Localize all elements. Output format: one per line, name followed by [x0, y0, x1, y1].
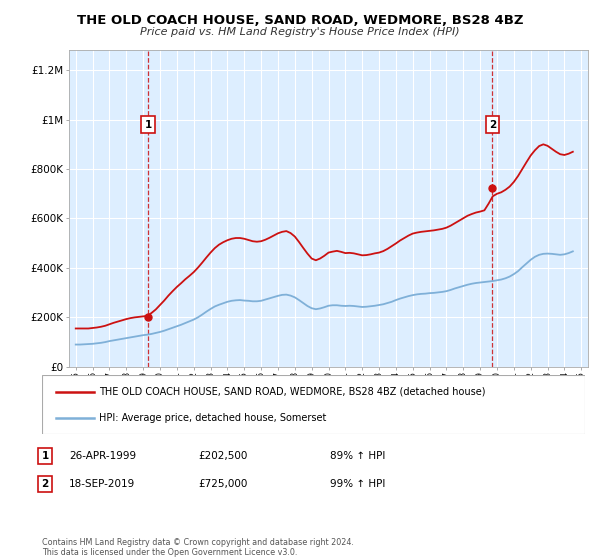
Text: 89% ↑ HPI: 89% ↑ HPI [330, 451, 385, 461]
Text: 2: 2 [488, 119, 496, 129]
Text: Contains HM Land Registry data © Crown copyright and database right 2024.
This d: Contains HM Land Registry data © Crown c… [42, 538, 354, 557]
FancyBboxPatch shape [42, 375, 585, 434]
Text: 2: 2 [41, 479, 49, 489]
Text: THE OLD COACH HOUSE, SAND ROAD, WEDMORE, BS28 4BZ: THE OLD COACH HOUSE, SAND ROAD, WEDMORE,… [77, 14, 523, 27]
Text: 18-SEP-2019: 18-SEP-2019 [69, 479, 135, 489]
Text: Price paid vs. HM Land Registry's House Price Index (HPI): Price paid vs. HM Land Registry's House … [140, 27, 460, 37]
Text: 99% ↑ HPI: 99% ↑ HPI [330, 479, 385, 489]
Text: £202,500: £202,500 [198, 451, 247, 461]
Text: THE OLD COACH HOUSE, SAND ROAD, WEDMORE, BS28 4BZ (detached house): THE OLD COACH HOUSE, SAND ROAD, WEDMORE,… [99, 386, 485, 396]
Text: 1: 1 [145, 119, 152, 129]
Text: 26-APR-1999: 26-APR-1999 [69, 451, 136, 461]
Text: HPI: Average price, detached house, Somerset: HPI: Average price, detached house, Some… [99, 413, 326, 423]
Text: £725,000: £725,000 [198, 479, 247, 489]
Text: 1: 1 [41, 451, 49, 461]
